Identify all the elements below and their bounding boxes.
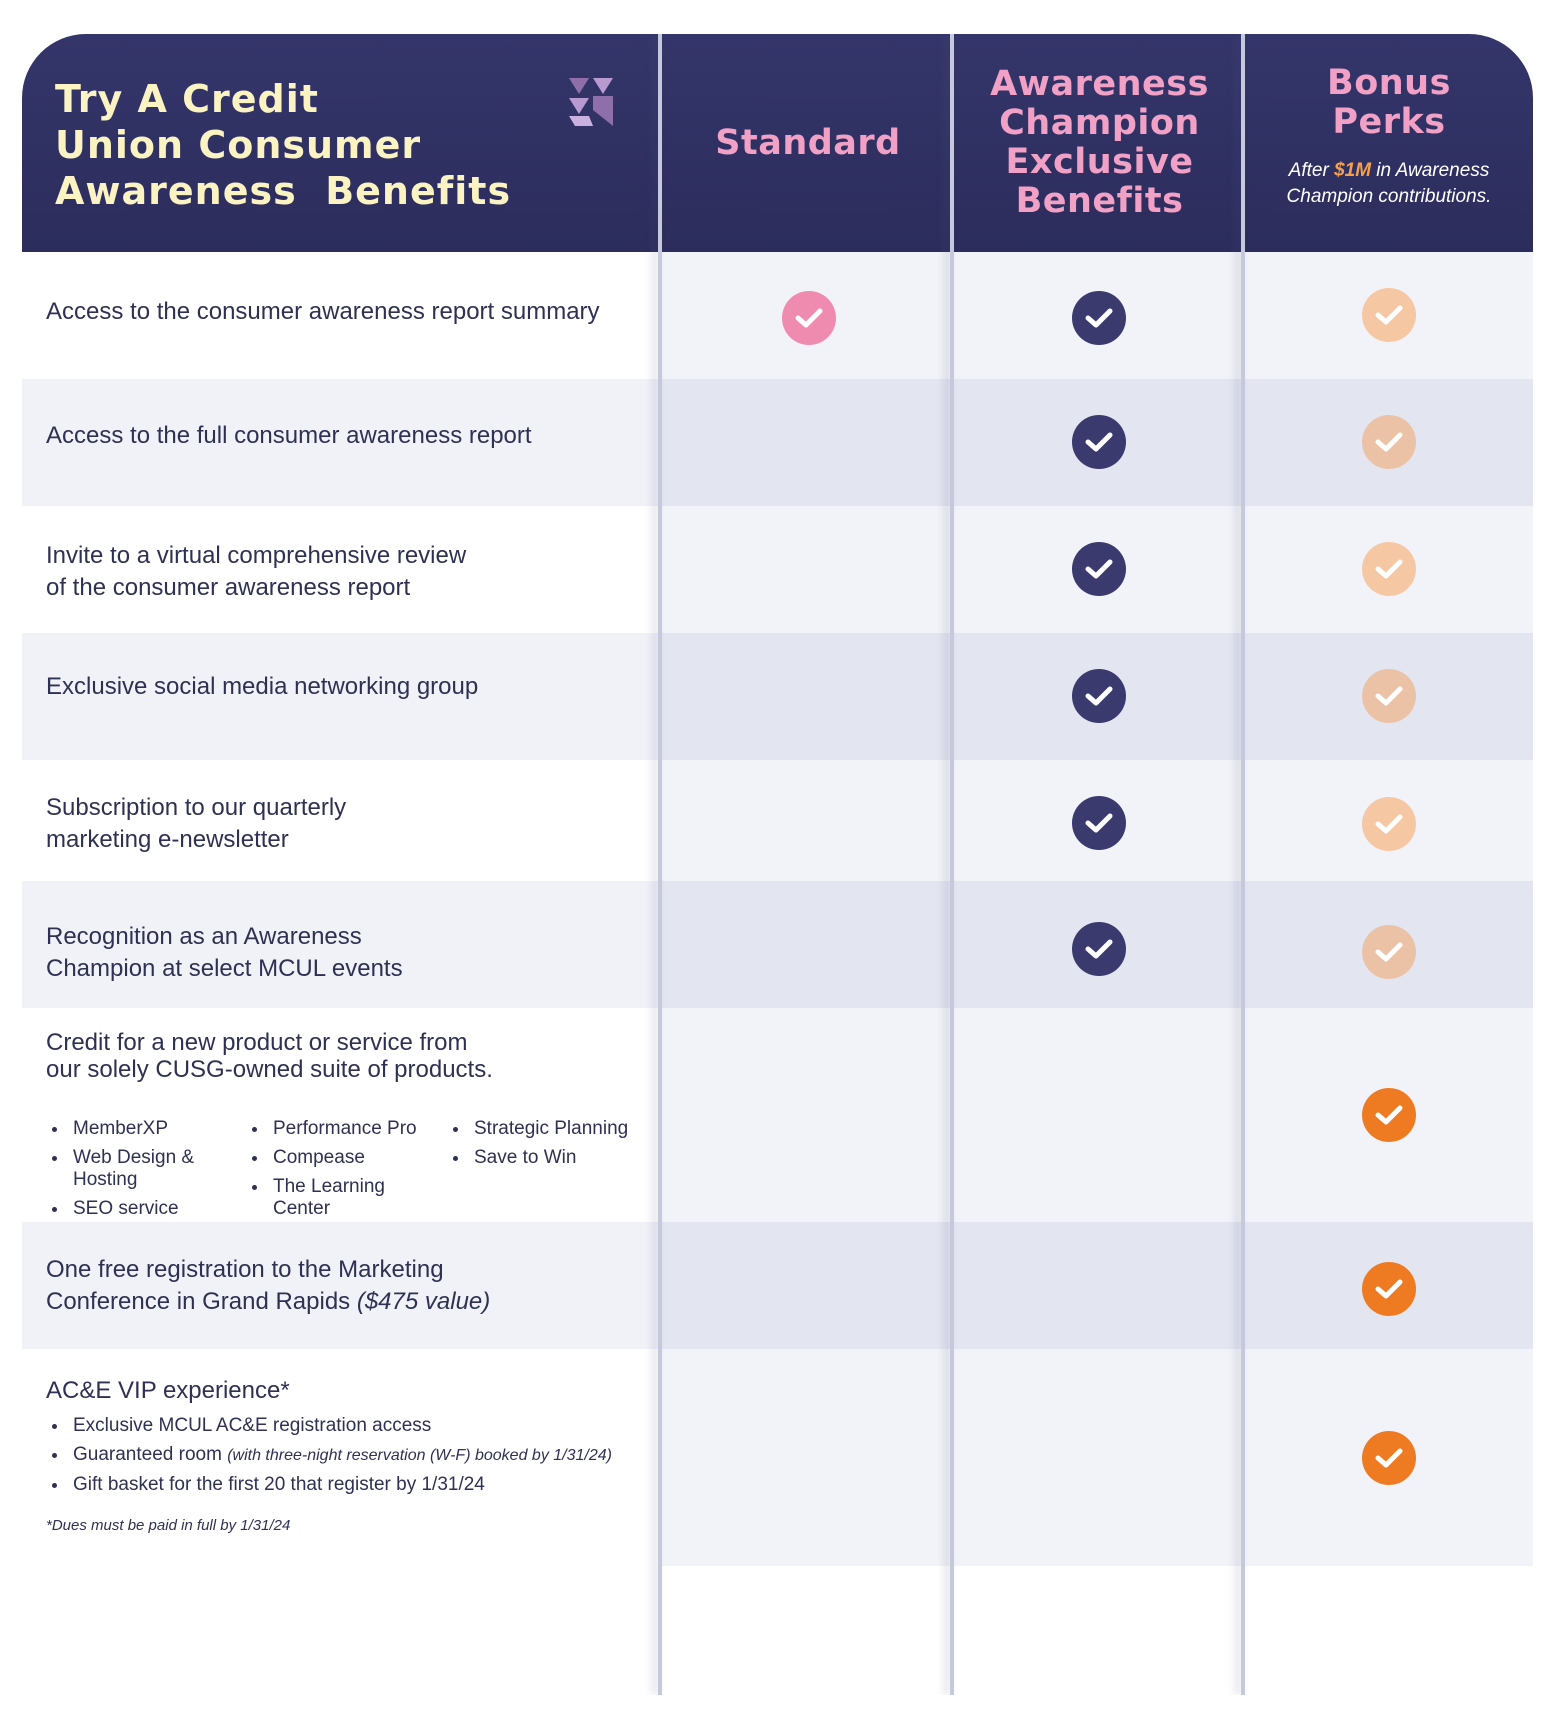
check-icon <box>782 291 836 345</box>
list-item: Strategic Planning <box>447 1118 647 1140</box>
check-icon <box>1072 922 1126 976</box>
list-item: Save to Win <box>447 1147 647 1169</box>
list-item: The Learning Center <box>246 1176 403 1220</box>
list-item: Web Design & Hosting <box>46 1147 213 1191</box>
table-row: Credit for a new product or service from… <box>22 1008 1533 1222</box>
column-divider <box>1241 34 1245 1695</box>
benefits-table: Try A Credit Union Consumer Awareness Be… <box>22 34 1533 1695</box>
check-icon <box>1072 291 1126 345</box>
list-item: Compease <box>246 1147 446 1169</box>
list-item: Gift basket for the first 20 that regist… <box>46 1474 612 1496</box>
table-body: Access to the consumer awareness report … <box>22 252 1533 1566</box>
check-icon <box>1072 669 1126 723</box>
column-heading-bonus-perks: Bonus Perks After $1M in Awareness Champ… <box>1245 34 1533 252</box>
check-icon <box>1072 796 1126 850</box>
check-icon <box>1362 542 1416 596</box>
product-list-col-1: MemberXP Web Design & Hosting SEO servic… <box>46 1118 246 1227</box>
list-item: MemberXP <box>46 1118 246 1140</box>
product-list-col-3: Strategic Planning Save to Win <box>447 1118 647 1176</box>
check-icon <box>1362 1088 1416 1142</box>
table-row: Exclusive social media networking group <box>22 633 1533 760</box>
page-title: Try A Credit Union Consumer Awareness Be… <box>55 77 512 213</box>
list-item: Exclusive MCUL AC&E registration access <box>46 1415 612 1437</box>
check-icon <box>1072 415 1126 469</box>
table-row: Access to the consumer awareness report … <box>22 252 1533 379</box>
column-divider <box>658 34 662 1695</box>
column-heading-standard: Standard <box>715 122 901 163</box>
check-icon <box>1362 669 1416 723</box>
list-item: SEO service <box>46 1198 246 1220</box>
column-heading-awareness-champion: Awareness Champion Exclusive Benefits <box>990 64 1209 221</box>
feature-label: One free registration to the Marketing Co… <box>46 1256 491 1315</box>
table-row: Subscription to our quarterly marketing e… <box>22 760 1533 881</box>
check-icon <box>1362 288 1416 342</box>
check-icon <box>1072 542 1126 596</box>
feature-label: AC&E VIP experience* <box>46 1377 290 1404</box>
table-header: Try A Credit Union Consumer Awareness Be… <box>22 34 1533 252</box>
feature-label: Recognition as an Awareness Champion at s… <box>46 923 403 982</box>
table-row: AC&E VIP experience* Exclusive MCUL AC&E… <box>22 1349 1533 1566</box>
feature-label: Access to the consumer awareness report … <box>46 298 600 325</box>
table-row: Recognition as an Awareness Champion at s… <box>22 881 1533 1008</box>
bonus-perks-note: After $1M in Awareness Champion contribu… <box>1286 160 1492 207</box>
check-icon <box>1362 1262 1416 1316</box>
list-item: Performance Pro <box>246 1118 446 1140</box>
brand-logo-icon <box>569 78 613 126</box>
table-row: One free registration to the Marketing Co… <box>22 1222 1533 1349</box>
table-row: Invite to a virtual comprehensive review… <box>22 506 1533 633</box>
vip-benefits-list: Exclusive MCUL AC&E registration access … <box>46 1415 612 1503</box>
check-icon <box>1362 415 1416 469</box>
footnote: *Dues must be paid in full by 1/31/24 <box>46 1517 291 1534</box>
check-icon <box>1362 925 1416 979</box>
feature-label: Access to the full consumer awareness re… <box>46 422 532 449</box>
table-row: Access to the full consumer awareness re… <box>22 379 1533 506</box>
product-list-col-2: Performance Pro Compease The Learning Ce… <box>246 1118 446 1227</box>
list-item: Guaranteed room (with three-night reserv… <box>46 1444 612 1467</box>
feature-label: Credit for a new product or service from… <box>46 1029 493 1083</box>
check-icon <box>1362 797 1416 851</box>
check-icon <box>1362 1431 1416 1485</box>
feature-label: Subscription to our quarterly marketing e… <box>46 794 347 853</box>
feature-label: Exclusive social media networking group <box>46 673 479 700</box>
column-divider <box>950 34 954 1695</box>
feature-label: Invite to a virtual comprehensive review… <box>46 542 467 601</box>
